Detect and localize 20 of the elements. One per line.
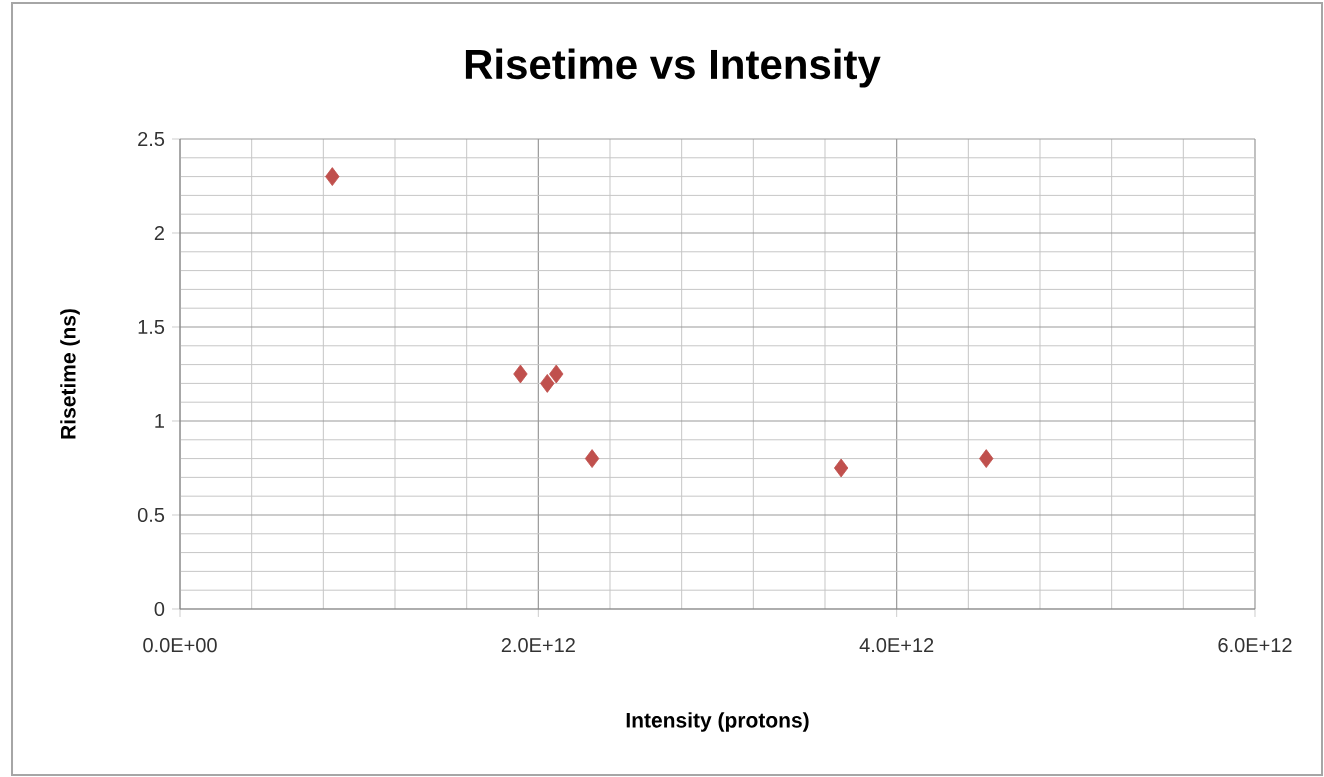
point (833, 458, 849, 478)
y-tick-label: 2.5 (138, 131, 165, 147)
point (584, 449, 600, 468)
y-axis-title: Risetime (ns) (60, 309, 80, 439)
x-axis-title: Intensity (protons) (626, 712, 809, 732)
x-tick-label: 0.0E+00 (143, 638, 217, 653)
y-tick-label: 1.5 (138, 320, 165, 334)
y-tick-label: 1 (155, 414, 164, 428)
point (513, 364, 528, 384)
y-tick-label: 0 (154, 601, 165, 617)
x-tick-label: 6.0E+12 (1218, 638, 1292, 653)
point (325, 167, 340, 186)
point (540, 373, 555, 393)
point (549, 364, 564, 384)
y-tick-label: 0.5 (137, 507, 165, 523)
x-tick-label: 2.0E+12 (501, 638, 575, 653)
y-tick-label: 2 (154, 226, 164, 240)
x-tick-label: 4.0E+12 (859, 638, 934, 653)
chart-title: Risetime vs Intensity (465, 48, 881, 88)
point (979, 449, 994, 468)
